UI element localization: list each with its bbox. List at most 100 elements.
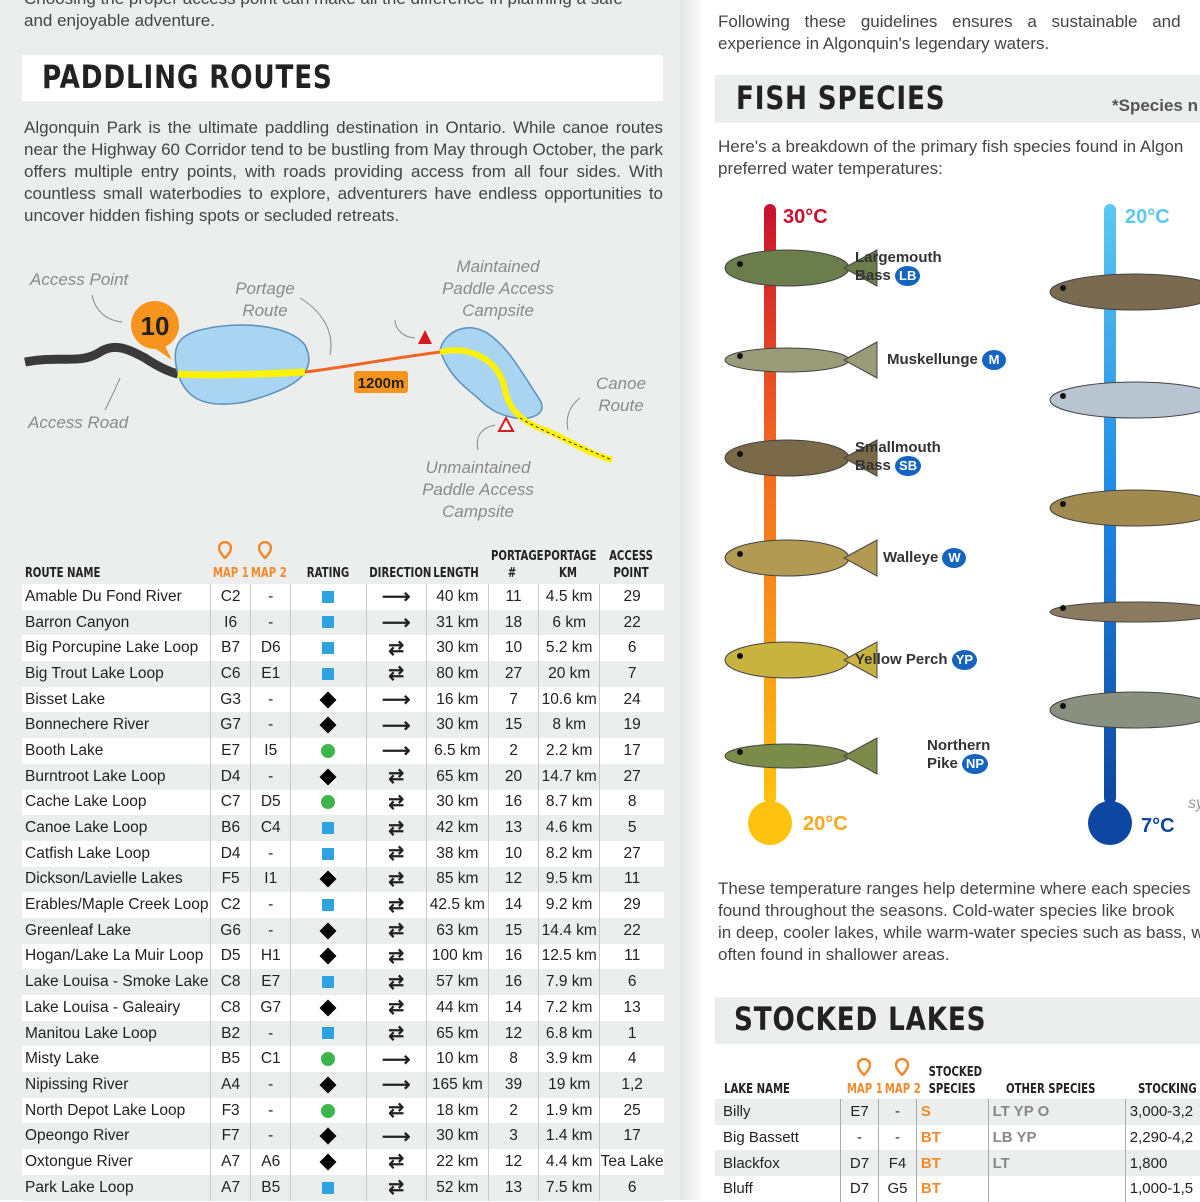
map-pin-icon bbox=[258, 541, 272, 559]
cell: 15 bbox=[487, 712, 539, 739]
table-row: Burntroot Lake Loop D4- ⇄ 65 km 20 14.7 km 27 bbox=[22, 763, 664, 790]
cell: 9.2 km bbox=[538, 892, 600, 918]
cell: 15 bbox=[487, 917, 539, 944]
cell: 7.5 km bbox=[538, 1174, 600, 1201]
fish-label: Smallmouth Bass SB bbox=[855, 439, 941, 476]
cell: I6 bbox=[210, 609, 251, 636]
cell: 25 bbox=[599, 1097, 664, 1124]
cell: 16 bbox=[487, 789, 539, 816]
cell: A6 bbox=[250, 1149, 291, 1175]
portage-route bbox=[304, 350, 441, 374]
diamond-rating-icon bbox=[319, 1127, 337, 1145]
cell: 65 km bbox=[425, 763, 489, 790]
cell: North Depot Lake Loop bbox=[22, 1097, 211, 1124]
cell: 2 bbox=[487, 1097, 539, 1124]
fish-label: Largemouth Bass LB bbox=[855, 249, 942, 286]
fish-label: Yellow Perch YP bbox=[855, 650, 978, 670]
loop-arrows-icon: ⇄ bbox=[388, 868, 405, 890]
cell: 30 km bbox=[425, 712, 489, 739]
loop-arrows-icon: ⇄ bbox=[388, 663, 405, 685]
cell: G6 bbox=[210, 917, 251, 944]
diamond-rating-icon bbox=[319, 1076, 337, 1094]
cell: 2 bbox=[487, 738, 539, 764]
diamond-rating-icon bbox=[319, 716, 337, 734]
cell: Barron Canyon bbox=[22, 609, 211, 636]
table-row: Manitou Lake Loop B2- ⇄ 65 km 12 6.8 km 1 bbox=[22, 1020, 664, 1047]
square-rating-icon bbox=[322, 642, 335, 655]
svg-text:Route: Route bbox=[242, 301, 287, 320]
square-rating-icon bbox=[322, 976, 335, 989]
cell: Greenleaf Lake bbox=[22, 917, 211, 944]
cell: 6 bbox=[599, 969, 664, 995]
cell: - bbox=[250, 917, 291, 944]
unmaintained-campsite-icon bbox=[497, 415, 515, 432]
cell: 1,000-1,5 bbox=[1124, 1176, 1200, 1202]
cell: 5 bbox=[599, 815, 664, 841]
cell: G3 bbox=[210, 686, 251, 713]
square-rating-icon bbox=[322, 616, 335, 629]
fish-illustration bbox=[1049, 273, 1200, 311]
fish-illustration bbox=[1049, 381, 1200, 419]
loop-arrows-icon: ⇄ bbox=[388, 766, 405, 788]
square-rating-icon bbox=[322, 821, 335, 834]
cell: 1.9 km bbox=[538, 1097, 600, 1124]
table-row: Billy E7- S LT YP O 3,000-3,2 bbox=[715, 1099, 1200, 1125]
cell: 10 bbox=[487, 635, 539, 662]
table-row: Bonnechere River G7- ⟶ 30 km 15 8 km 19 bbox=[22, 712, 664, 739]
table-row: Opeongo River F7- ⟶ 30 km 3 1.4 km 17 bbox=[22, 1123, 664, 1150]
cell: D4 bbox=[210, 763, 251, 790]
temperature-summary: These temperature ranges help determine … bbox=[718, 879, 1200, 964]
fish-label: Muskellunge M bbox=[887, 350, 1007, 370]
col-direction: DIRECTION bbox=[369, 566, 432, 581]
cell: 29 bbox=[599, 892, 664, 918]
cell: Bisset Lake bbox=[22, 686, 211, 713]
circle-rating-icon bbox=[321, 1103, 336, 1118]
cell: 8.7 km bbox=[538, 789, 600, 816]
cell: Amable Du Fond River bbox=[22, 584, 211, 610]
col-portage-num: PORTAGE # bbox=[490, 549, 544, 581]
species-badge: NP bbox=[962, 754, 989, 774]
species-badge: M bbox=[982, 350, 1007, 370]
fish-illustration bbox=[724, 249, 878, 287]
cell: D5 bbox=[250, 789, 291, 816]
map-pin-icon bbox=[857, 1058, 871, 1076]
canoe-route-1 bbox=[177, 368, 306, 379]
species-badge: W bbox=[942, 548, 967, 568]
loop-arrows-icon: ⇄ bbox=[388, 1177, 405, 1199]
cell: Big Trout Lake Loop bbox=[22, 661, 211, 687]
cell: - bbox=[250, 686, 291, 713]
table-row: Canoe Lake Loop B6 C4 ⇄ 42 km 13 4.6 km 5 bbox=[22, 815, 664, 841]
svg-text:Campsite: Campsite bbox=[462, 301, 534, 320]
arrow-right-icon: ⟶ bbox=[381, 612, 411, 635]
cell: - bbox=[250, 1123, 291, 1150]
cell: 12 bbox=[487, 1149, 539, 1175]
cell: 12 bbox=[487, 866, 539, 893]
table-row: Cache Lake Loop C7 D5 ⇄ 30 km 16 8.7 km 8 bbox=[22, 789, 664, 816]
fish-paragraph: Here's a breakdown of the primary fish s… bbox=[718, 137, 1184, 178]
square-rating-icon bbox=[322, 1181, 335, 1194]
cell: 6 bbox=[599, 635, 664, 662]
fish-illustration bbox=[1049, 489, 1200, 527]
cell: C2 bbox=[210, 892, 251, 918]
cell: - bbox=[877, 1099, 917, 1125]
fish-illustration bbox=[1049, 691, 1200, 729]
cell: C8 bbox=[210, 995, 251, 1021]
loop-arrows-icon: ⇄ bbox=[388, 945, 405, 967]
col-access-point: ACCESS POINT bbox=[609, 549, 653, 581]
diamond-rating-icon bbox=[319, 922, 337, 940]
cell: E7 bbox=[250, 969, 291, 995]
cell: B5 bbox=[250, 1174, 291, 1201]
cell: 30 km bbox=[425, 789, 489, 816]
species-note: *Species n bbox=[1112, 96, 1198, 115]
cell: 27 bbox=[599, 840, 664, 867]
cell: 10 bbox=[487, 840, 539, 867]
square-rating-icon bbox=[322, 590, 335, 603]
col-portage-km: PORTAGE KM bbox=[543, 549, 597, 581]
cell: 6 bbox=[599, 1174, 664, 1201]
square-rating-icon bbox=[322, 667, 335, 680]
svg-text:Maintained: Maintained bbox=[456, 257, 540, 276]
cell: LT bbox=[987, 1150, 1126, 1177]
square-rating-icon bbox=[322, 847, 335, 860]
cell: 3 bbox=[487, 1123, 539, 1150]
cell: Billy bbox=[715, 1099, 841, 1125]
